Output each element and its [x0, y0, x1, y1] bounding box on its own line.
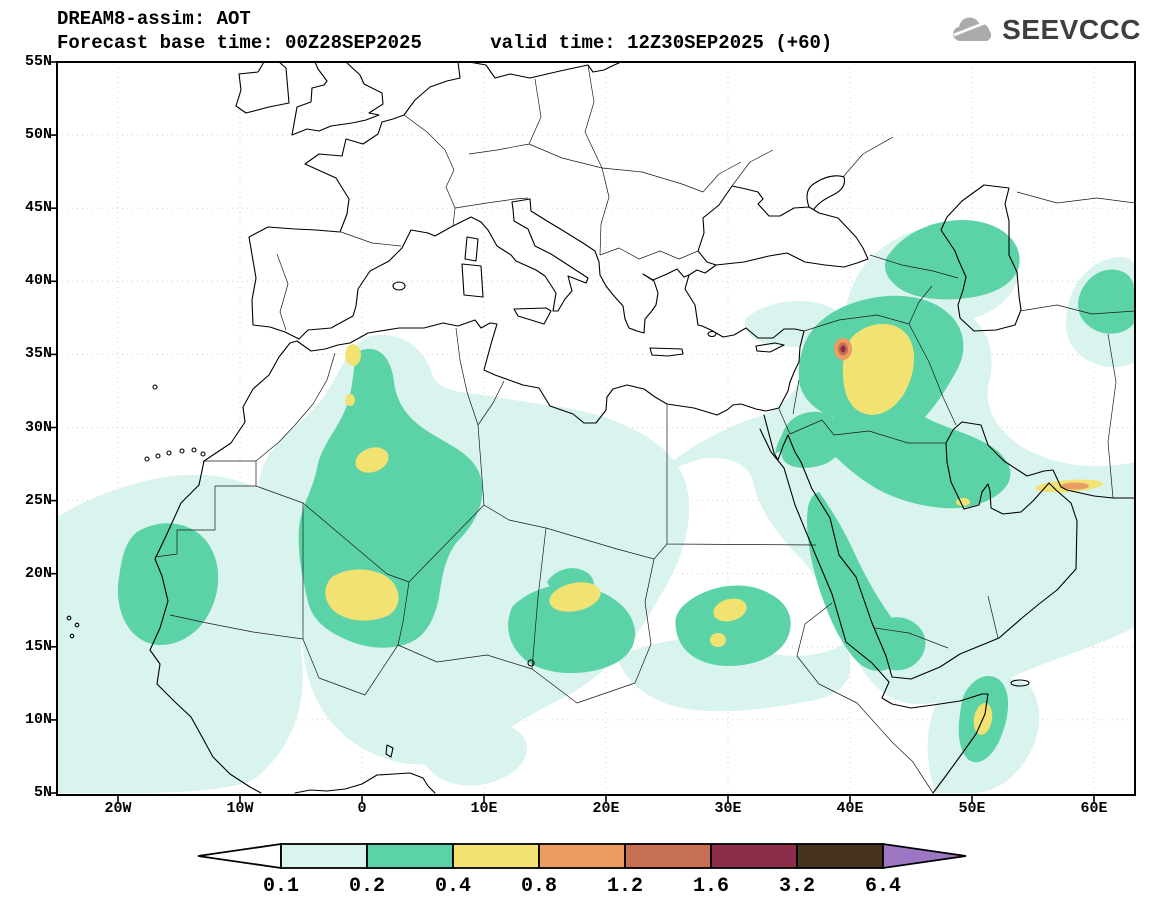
coast-britain [291, 62, 384, 136]
coast-arabia-red-sea [787, 434, 893, 678]
lat-label: 25N [24, 491, 52, 509]
legend-tick-label: 0.4 [435, 875, 471, 898]
aot-fill-max-spot [838, 342, 848, 356]
map-area [49, 54, 1143, 803]
legend-tick-label: 6.4 [865, 875, 901, 898]
coastlines [66, 62, 1135, 794]
legend-box [538, 843, 626, 869]
map-frame [56, 61, 1136, 796]
coast-sea-of-azov [806, 175, 846, 210]
legend-tick-label: 0.1 [263, 875, 299, 898]
legend-tick-label: 0.8 [521, 875, 557, 898]
lat-label: 55N [24, 53, 52, 70]
plot-title: DREAM8-assim: AOT [57, 8, 251, 30]
lon-label: 30E [714, 800, 742, 817]
aot-fill-0.4-0.8 [325, 323, 1103, 735]
lon-label: 20E [592, 800, 620, 817]
coast-arabia-south-gulf [891, 421, 1135, 680]
lon-label: 60E [1080, 800, 1108, 817]
lat-label: 5N [33, 784, 52, 801]
legend-box [796, 843, 884, 869]
coast-adriatic-greece [529, 198, 690, 334]
lat-label: 40N [24, 272, 52, 290]
legend-tick-label: 1.2 [607, 875, 643, 898]
coast-iberia-france [248, 62, 461, 340]
islands-group [66, 236, 1030, 758]
lon-label: 0 [357, 800, 367, 817]
legend-box [366, 843, 454, 869]
coast-red-sea-africa-somalia [759, 428, 989, 794]
seevccc-logo: SEEVCCC [949, 14, 1141, 46]
legend-left-arrow [197, 842, 282, 870]
forecast-valid-time-line: Forecast base time: 00Z28SEP2025 valid t… [57, 32, 833, 54]
lon-label: 50E [958, 800, 986, 817]
lat-label: 45N [24, 199, 52, 217]
legend-svg: 0.1 0.2 0.4 0.8 1.2 1.6 3.2 6.4 [197, 842, 967, 898]
cloud-icon [953, 17, 992, 41]
coast-north-africa-levant [296, 319, 805, 424]
lat-label: 20N [24, 564, 52, 582]
logo-text: SEEVCCC [1002, 14, 1141, 45]
lat-label: 15N [24, 637, 52, 655]
country-borders [154, 64, 1135, 794]
coast-black-sea [697, 185, 869, 268]
legend-box [624, 843, 712, 869]
legend-box [280, 843, 368, 869]
lon-label: 20W [104, 800, 132, 817]
lon-label: 40E [836, 800, 864, 817]
lat-label: 10N [24, 710, 52, 728]
lat-label: 30N [24, 418, 52, 436]
lat-label: 50N [24, 126, 52, 144]
map-svg [50, 61, 1136, 802]
coast-turkey-west [684, 264, 717, 326]
color-scale-legend: 0.1 0.2 0.4 0.8 1.2 1.6 3.2 6.4 [196, 842, 968, 900]
coast-gulf-of-guinea [294, 772, 436, 794]
legend-tick-label: 3.2 [779, 875, 815, 898]
latitude-axis-labels: 55N 50N 45N 40N 35N 30N 25N 20N 15N 10N 5N [12, 53, 52, 807]
legend-right-arrow [882, 842, 967, 870]
aot-fill-0.2-0.4 [117, 220, 1135, 763]
legend-tick-label: 1.6 [693, 875, 729, 898]
coast-africa-west [149, 340, 298, 794]
coast-med-north-italy [298, 198, 589, 340]
coast-ireland [235, 62, 290, 114]
legend-box [710, 843, 798, 869]
coast-caspian-sea [940, 184, 1022, 332]
axis-ticks [50, 61, 1095, 802]
legend-box [452, 843, 540, 869]
coast-sinai [763, 414, 789, 461]
lon-label: 10W [226, 800, 254, 817]
longitude-axis-labels: 20W 10W 0 10E 20E 30E 40E 50E 60E [57, 800, 1135, 822]
lon-label: 10E [470, 800, 498, 817]
legend-tick-label: 0.2 [349, 875, 385, 898]
coast-baltic [468, 62, 622, 79]
lat-label: 35N [24, 345, 52, 363]
